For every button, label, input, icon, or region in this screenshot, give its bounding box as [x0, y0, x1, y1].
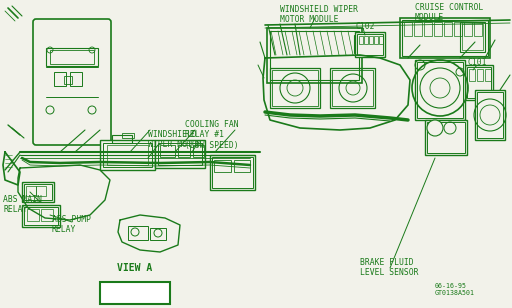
Bar [465, 65, 493, 100]
Bar [414, 22, 422, 36]
Text: 06-16-95
GT0138A501: 06-16-95 GT0138A501 [435, 283, 475, 296]
Bar [160, 145, 175, 157]
Bar [460, 22, 485, 52]
Bar [178, 145, 190, 157]
Text: COOLING FAN
RELAY #1
(LOW SPEED): COOLING FAN RELAY #1 (LOW SPEED) [185, 120, 239, 150]
Bar [24, 207, 58, 225]
Bar [434, 22, 442, 36]
Bar [214, 160, 231, 172]
Text: C102: C102 [355, 22, 374, 31]
Bar [100, 282, 170, 304]
Bar [22, 205, 60, 227]
Text: WINDSHIELD
WIPER MOTOR: WINDSHIELD WIPER MOTOR [148, 130, 202, 149]
Text: ABS MAIN
RELAY: ABS MAIN RELAY [3, 195, 42, 214]
Bar [425, 120, 467, 155]
Bar [444, 22, 452, 36]
Bar [474, 22, 482, 36]
Bar [50, 50, 94, 64]
Bar [212, 157, 253, 188]
Bar [100, 140, 155, 170]
Bar [467, 67, 491, 98]
Bar [41, 209, 53, 221]
Bar [485, 69, 491, 81]
Bar [332, 70, 373, 106]
Bar [427, 122, 465, 153]
Bar [112, 135, 132, 143]
Bar [267, 28, 362, 83]
Text: VIEW A: VIEW A [117, 263, 153, 273]
Bar [374, 36, 378, 44]
Bar [193, 145, 204, 157]
Bar [330, 68, 375, 108]
Bar [122, 133, 134, 138]
Text: C101: C101 [468, 58, 487, 67]
Bar [27, 209, 39, 221]
Text: CRUISE CONTROL
MODULE: CRUISE CONTROL MODULE [415, 3, 483, 22]
Bar [46, 48, 98, 66]
Bar [107, 145, 148, 165]
Bar [364, 36, 368, 44]
Bar [356, 37, 367, 51]
Text: BRAKE FLUID
LEVEL SENSOR: BRAKE FLUID LEVEL SENSOR [360, 258, 418, 278]
Bar [70, 72, 82, 86]
Bar [155, 140, 205, 168]
Bar [24, 184, 52, 200]
Circle shape [427, 120, 443, 136]
Text: ABS PUMP
RELAY: ABS PUMP RELAY [52, 215, 91, 234]
Bar [477, 92, 503, 138]
Bar [369, 36, 373, 44]
Bar [404, 22, 412, 36]
Bar [26, 186, 36, 196]
Bar [355, 32, 385, 57]
Bar [234, 160, 250, 172]
Bar [357, 34, 383, 55]
Bar [103, 143, 152, 167]
Bar [64, 76, 72, 84]
Bar [415, 60, 465, 120]
Text: WINDSHIELD WIPER
MOTOR MODULE: WINDSHIELD WIPER MOTOR MODULE [280, 5, 358, 24]
Bar [210, 155, 255, 190]
Bar [477, 69, 483, 81]
Bar [464, 22, 472, 36]
Bar [417, 62, 463, 118]
Bar [158, 143, 202, 165]
Bar [379, 36, 383, 44]
Bar [22, 182, 54, 202]
Bar [36, 186, 46, 196]
Bar [150, 228, 166, 240]
Bar [469, 69, 475, 81]
Bar [128, 226, 148, 240]
Bar [424, 22, 432, 36]
Bar [402, 20, 488, 56]
Bar [454, 22, 462, 36]
Bar [270, 68, 320, 108]
Bar [272, 70, 318, 106]
Bar [400, 18, 490, 58]
Bar [270, 31, 359, 80]
Bar [54, 72, 66, 86]
Bar [475, 90, 505, 140]
Bar [462, 24, 483, 50]
Bar [359, 36, 363, 44]
Bar [354, 35, 369, 53]
